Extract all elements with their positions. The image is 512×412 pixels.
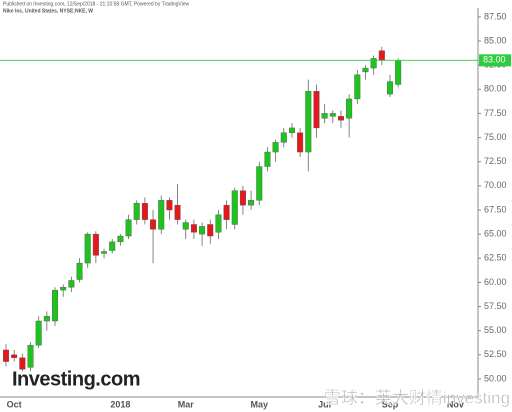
candle-body bbox=[182, 222, 189, 230]
candle-body bbox=[35, 320, 42, 346]
candle-body bbox=[272, 142, 279, 153]
logo: Investing.com bbox=[12, 368, 140, 390]
candle-body bbox=[27, 344, 34, 368]
y-tick-label: 77.50 bbox=[484, 108, 507, 118]
plot: 50.00 52.50 55.00 57.50 60.00 62.50 65.00 67.50… bbox=[0, 11, 511, 409]
candle-body bbox=[199, 226, 206, 235]
candle-body bbox=[313, 91, 320, 129]
candle-body bbox=[101, 251, 108, 254]
y-tick-label: 57.50 bbox=[484, 301, 507, 311]
x-tick-label: Jul bbox=[318, 399, 331, 409]
x-tick-label: Oct bbox=[7, 399, 22, 409]
candle-body bbox=[321, 113, 328, 119]
candle-body bbox=[239, 190, 246, 206]
candle-body bbox=[395, 60, 402, 85]
chart-subtitle: Published on Investing.com, 12/Sep/2018 … bbox=[3, 1, 190, 7]
candle-body bbox=[150, 219, 157, 230]
candle-body bbox=[19, 357, 26, 370]
candle-body bbox=[76, 262, 83, 280]
candle-body bbox=[11, 354, 18, 358]
candle-body bbox=[362, 67, 369, 73]
candle-body bbox=[92, 233, 99, 256]
candle-body bbox=[215, 214, 222, 233]
candle-body bbox=[174, 204, 181, 220]
candle-body bbox=[190, 224, 197, 233]
candle-body bbox=[329, 113, 336, 117]
candle-body bbox=[3, 349, 9, 362]
candle-body bbox=[337, 116, 344, 121]
candle-body bbox=[43, 315, 50, 322]
y-tick-label: 60.00 bbox=[484, 277, 507, 287]
y-tick-label: 80.00 bbox=[484, 84, 507, 94]
chart-title: Nike Inc, United States, NYSE:NKE, W bbox=[3, 8, 93, 14]
candle-body bbox=[288, 127, 295, 133]
candle-body bbox=[109, 241, 116, 251]
x-tick-label: Mar bbox=[178, 399, 195, 409]
candle-body bbox=[166, 200, 173, 211]
candle-body bbox=[52, 289, 59, 322]
y-tick-label: 75.00 bbox=[484, 132, 507, 142]
x-tick-label: May bbox=[251, 399, 269, 409]
candle-body bbox=[141, 203, 148, 220]
candle-body bbox=[117, 235, 124, 243]
last-price-label: 83.00 bbox=[483, 55, 506, 65]
candle-body bbox=[264, 151, 271, 167]
candle-body bbox=[133, 203, 140, 220]
candle-body bbox=[370, 58, 377, 69]
y-tick-label: 50.00 bbox=[484, 373, 507, 383]
y-tick-label: 87.50 bbox=[484, 11, 507, 21]
y-tick-label: 67.50 bbox=[484, 204, 507, 214]
x-tick-label: 2018 bbox=[110, 399, 130, 409]
y-tick-label: 70.00 bbox=[484, 180, 507, 190]
y-tick-label: 65.00 bbox=[484, 228, 507, 238]
y-tick-label: 85.00 bbox=[484, 35, 507, 45]
candle-body bbox=[305, 91, 312, 153]
candle-body bbox=[297, 132, 304, 153]
y-tick-label: 55.00 bbox=[484, 325, 507, 335]
candle-body bbox=[256, 166, 263, 201]
y-tick-label: 52.50 bbox=[484, 349, 507, 359]
candle-body bbox=[125, 219, 132, 237]
candle-body bbox=[68, 280, 75, 288]
watermark: 雪球：英大财情investing bbox=[324, 388, 510, 407]
x-tick-label: Sep bbox=[382, 399, 399, 409]
candle-body bbox=[223, 204, 230, 220]
candle-body bbox=[60, 287, 67, 291]
candle-body bbox=[354, 74, 361, 100]
y-tick-label: 72.50 bbox=[484, 156, 507, 166]
candle-body bbox=[378, 50, 385, 61]
candle-body bbox=[346, 98, 353, 119]
candle-body bbox=[248, 200, 255, 206]
candle-body bbox=[207, 224, 214, 237]
candle-body bbox=[386, 81, 393, 95]
candle-body bbox=[280, 132, 287, 143]
candle-body bbox=[84, 233, 91, 264]
last-price-box bbox=[479, 54, 511, 67]
x-tick-label: Nov bbox=[447, 399, 464, 409]
candle-body bbox=[231, 190, 238, 225]
y-tick-label: 62.50 bbox=[484, 253, 507, 263]
candle-body bbox=[158, 200, 165, 230]
